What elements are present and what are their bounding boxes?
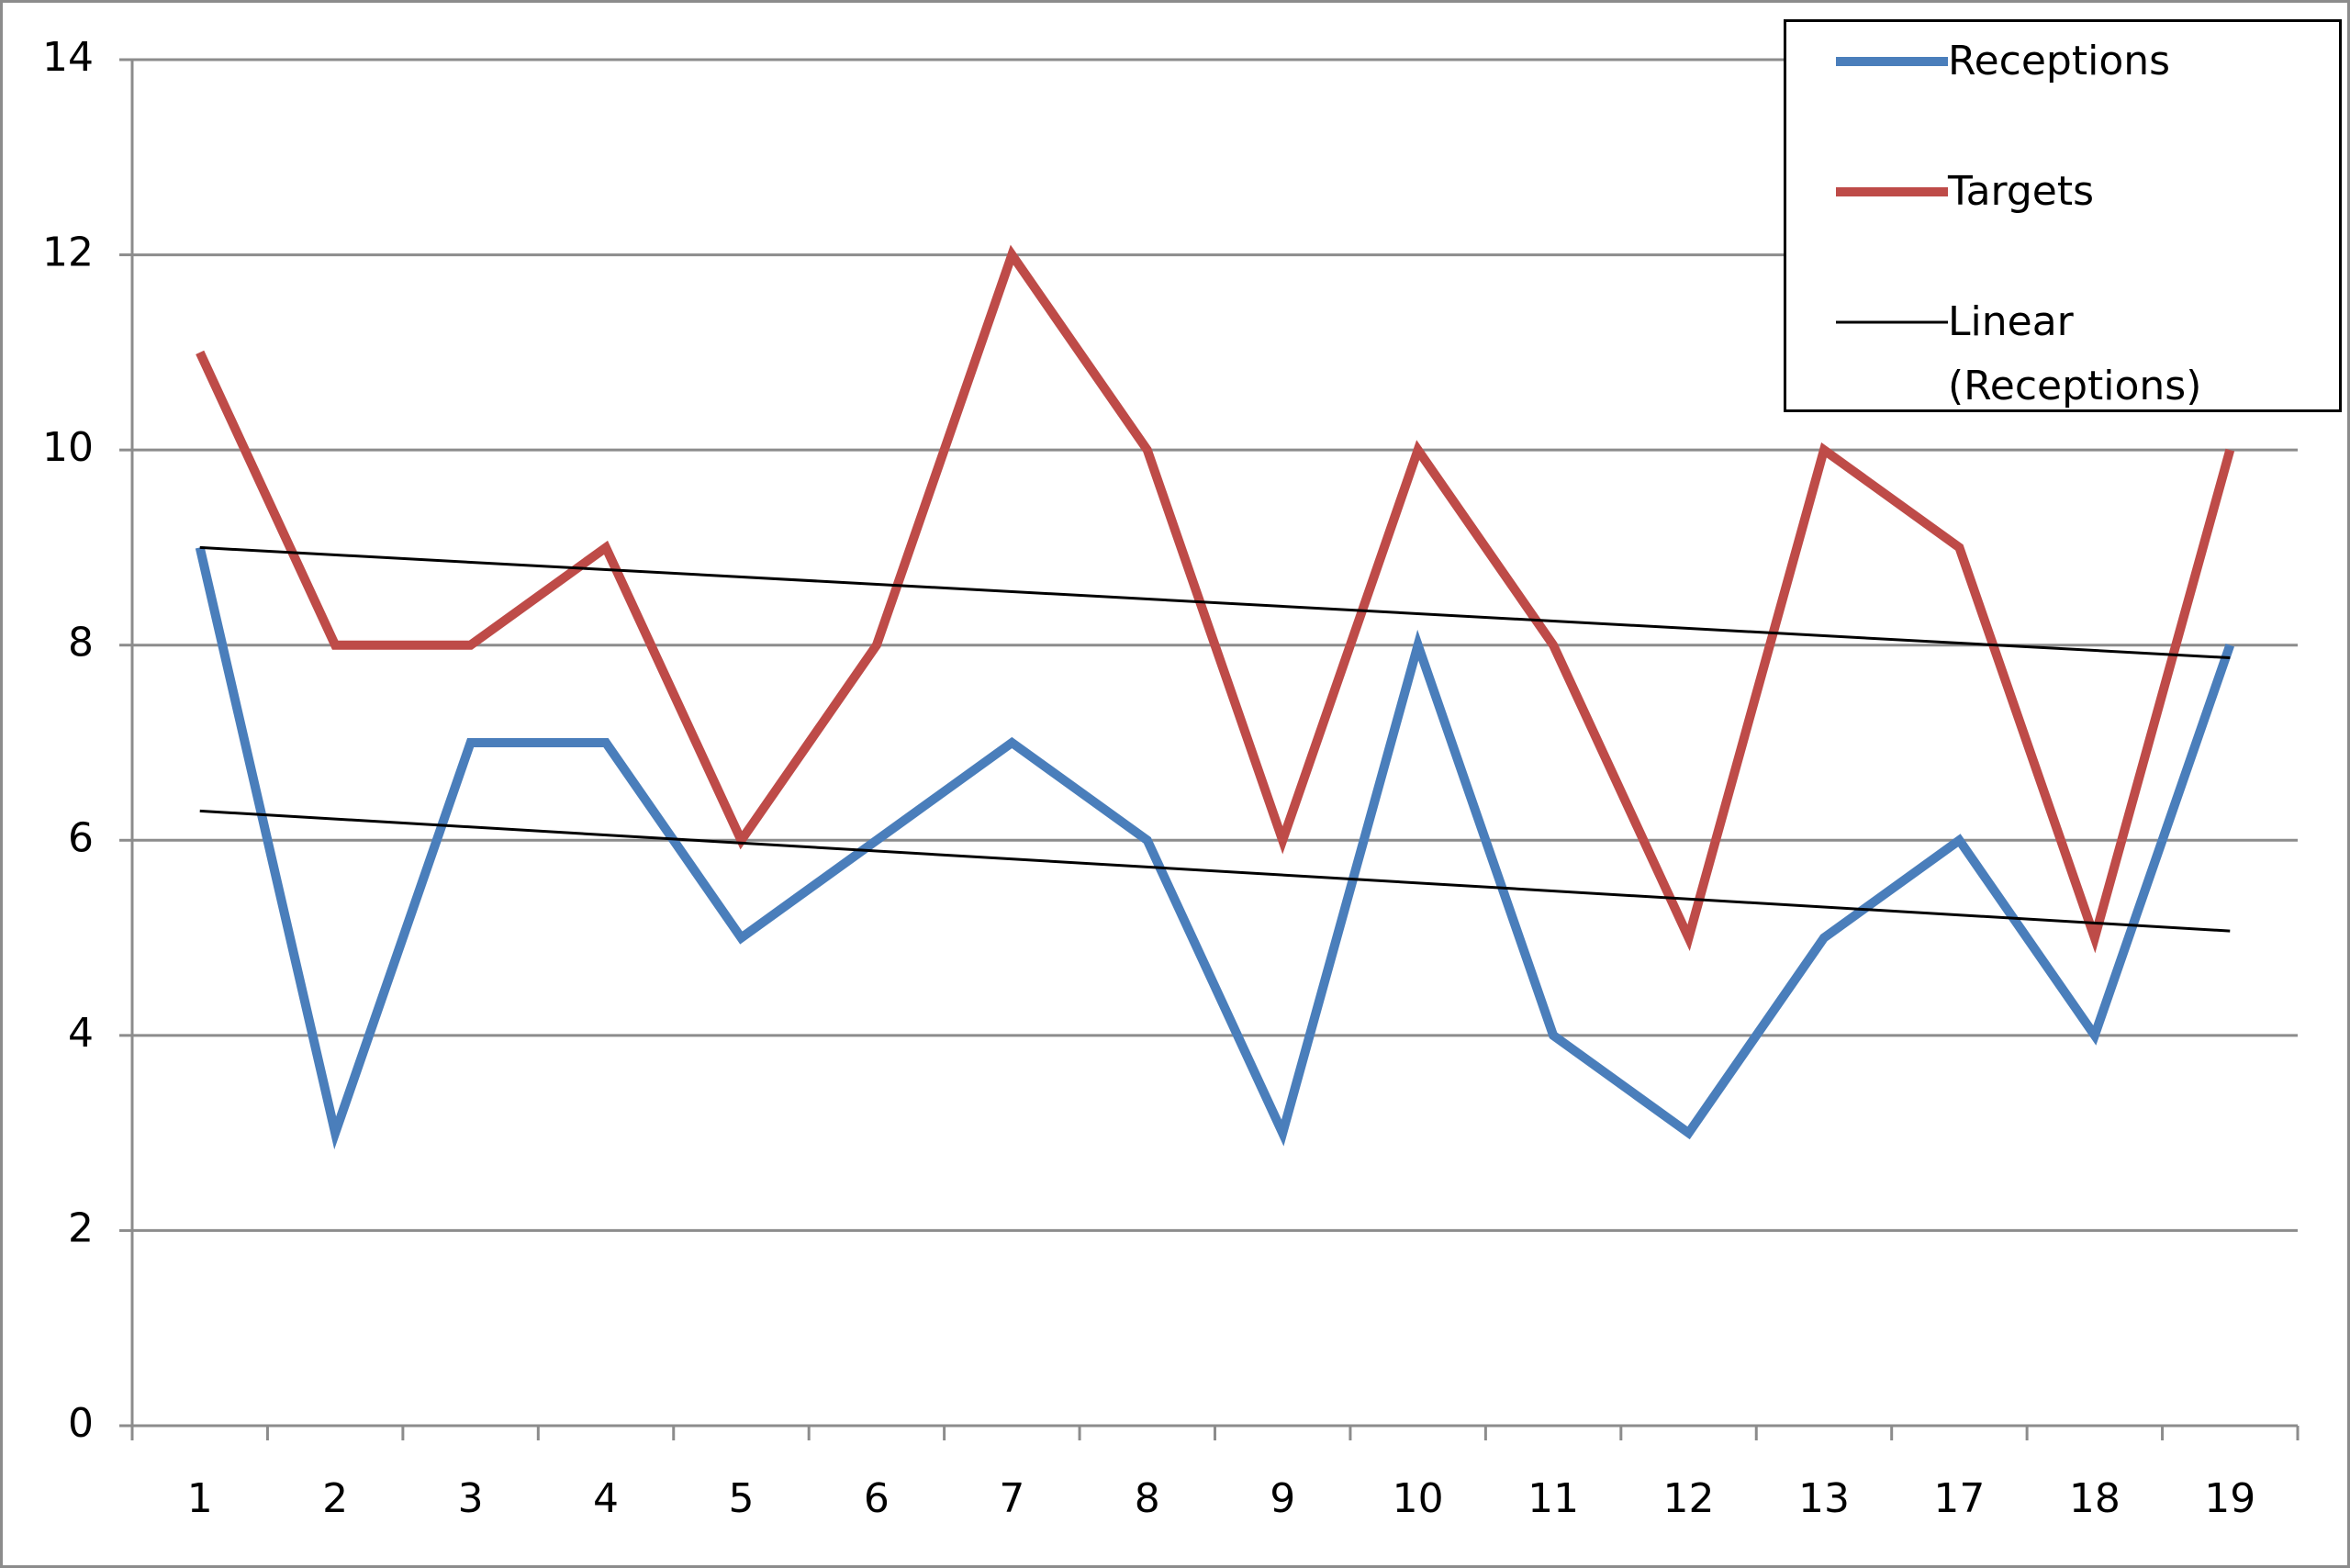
y-tick-label: 12 — [42, 230, 94, 276]
series-line — [196, 244, 2235, 954]
trendline — [199, 809, 2231, 933]
legend-line — [1836, 320, 1948, 324]
legend-swatch — [1836, 29, 1948, 94]
x-tick-label: 10 — [1393, 1475, 1444, 1522]
y-tick-label: 8 — [68, 620, 94, 666]
legend-label: Receptions — [1948, 38, 2171, 84]
trendline — [199, 545, 2231, 660]
x-tick-label: 13 — [1798, 1475, 1850, 1522]
y-tick-label: 6 — [68, 814, 94, 861]
x-tick-label: 2 — [322, 1475, 348, 1522]
legend-entry: Receptions — [1786, 29, 2251, 94]
legend: Receptions Targets Linear (Receptions) — [1784, 19, 2342, 412]
x-tick-label: 5 — [728, 1475, 754, 1522]
x-tick-label: 19 — [2204, 1475, 2255, 1522]
legend-swatch — [1836, 160, 1948, 224]
series-line — [195, 546, 2235, 1150]
x-tick-label: 11 — [1528, 1475, 1579, 1522]
y-tick-label: 14 — [42, 34, 94, 81]
x-tick-label: 18 — [2069, 1475, 2121, 1522]
x-tick-label: 3 — [458, 1475, 484, 1522]
y-tick-label: 4 — [68, 1010, 94, 1057]
legend-line — [1836, 57, 1948, 66]
legend-line — [1836, 187, 1948, 196]
y-tick-label: 2 — [68, 1204, 94, 1251]
legend-swatch — [1836, 290, 1948, 354]
x-tick-label: 4 — [593, 1475, 619, 1522]
x-tick-label: 1 — [187, 1475, 213, 1522]
x-tick-label: 8 — [1135, 1475, 1160, 1522]
x-tick-label: 7 — [999, 1475, 1024, 1522]
legend-label: Linear (Receptions) — [1948, 298, 2202, 409]
legend-label: Targets — [1948, 168, 2095, 215]
legend-entry: Linear (Receptions) — [1786, 290, 2251, 419]
x-tick-label: 17 — [1933, 1475, 1985, 1522]
x-tick-label: 12 — [1663, 1475, 1715, 1522]
y-tick-label: 10 — [42, 424, 94, 471]
y-tick-label: 0 — [68, 1400, 94, 1447]
x-tick-label: 9 — [1270, 1475, 1295, 1522]
legend-entry: Targets — [1786, 160, 2251, 224]
x-tick-label: 6 — [864, 1475, 890, 1522]
